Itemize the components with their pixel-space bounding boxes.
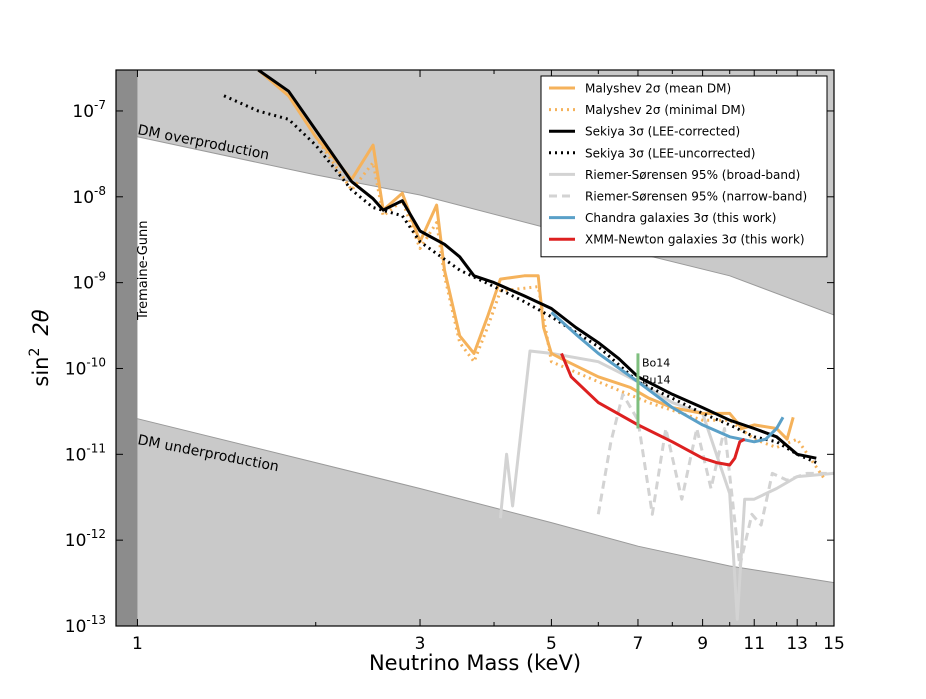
y-label-main: sin (29, 357, 53, 387)
tremaine-gunn-label: Tremaine-Gunn (136, 220, 151, 321)
vertical-marker-layer: Bo14 Bu14 (636, 353, 671, 429)
legend-box (540, 75, 828, 258)
x-tick-label-7: 15 (823, 634, 845, 654)
series-line-2 (257, 70, 817, 460)
y-tick-label-6: 10-7 (72, 98, 106, 122)
y-tick-mantissa: 10 (65, 617, 87, 637)
tremaine-gunn-region (116, 70, 138, 626)
marker-label-0: Bo14 (642, 356, 670, 369)
y-tick-label-2: 10-11 (65, 441, 106, 465)
y-tick-mantissa: 10 (65, 445, 87, 465)
legend: Malyshev 2σ (mean DM) Malyshev 2σ (minima… (540, 75, 828, 258)
y-tick-exponent: -9 (94, 270, 106, 284)
plot-frame (115, 69, 835, 627)
x-tick-label-3: 7 (633, 634, 644, 654)
y-tick-mantissa: 10 (72, 274, 94, 294)
series-line-4 (498, 349, 834, 621)
x-tick-label-6: 13 (786, 634, 808, 654)
y-tick-label-0: 10-13 (65, 613, 106, 637)
legend-label-7: XMM-Newton galaxies 3σ (this work) (585, 233, 805, 247)
y-tick-label-1: 10-12 (65, 527, 106, 551)
x-tick-label-5: 11 (743, 634, 765, 654)
y-tick-label-3: 10-10 (65, 355, 106, 379)
y-tick-exponent: -13 (86, 613, 106, 627)
y-tick-mantissa: 10 (72, 102, 94, 122)
series-layer (223, 70, 834, 621)
y-tick-label-5: 10-8 (72, 184, 106, 208)
y-tick-exponent: -11 (86, 441, 106, 455)
y-tick-exponent: -7 (94, 98, 106, 112)
series-line-6 (550, 311, 785, 444)
y-tick-exponent: -12 (86, 527, 106, 541)
series-line-0 (257, 70, 795, 441)
y-tick-mantissa: 10 (65, 359, 87, 379)
legend-label-6: Chandra galaxies 3σ (this work) (585, 211, 776, 225)
series-line-7 (560, 352, 746, 467)
legend-label-5: Riemer-Sørensen 95% (narrow-band) (585, 190, 807, 204)
y-label-sup: 2 (27, 348, 43, 357)
y-tick-mantissa: 10 (65, 531, 87, 551)
legend-label-2: Sekiya 3σ (LEE-corrected) (585, 125, 740, 139)
x-tick-label-4: 9 (697, 634, 708, 654)
y-tick-label-4: 10-9 (72, 270, 106, 294)
legend-label-0: Malyshev 2σ (mean DM) (585, 82, 731, 96)
legend-label-1: Malyshev 2σ (minimal DM) (585, 103, 745, 117)
y-axis-label: sin2 2θ (27, 309, 53, 386)
y-label-theta: 2θ (29, 309, 53, 335)
y-tick-exponent: -10 (86, 355, 106, 369)
legend-label-3: Sekiya 3σ (LEE-uncorrected) (585, 146, 755, 160)
x-tick-label-2: 5 (546, 634, 557, 654)
x-tick-label-1: 3 (415, 634, 426, 654)
y-tick-exponent: -8 (94, 184, 106, 198)
legend-label-4: Riemer-Sørensen 95% (broad-band) (585, 168, 800, 182)
x-tick-label-0: 1 (132, 634, 143, 654)
marker-label-1: Bu14 (642, 373, 671, 386)
x-axis-label: Neutrino Mass (keV) (369, 651, 581, 675)
axes-layer: 1 3 5 7 9 11 13 1510-1310-1210-1110-1010-910-81… (27, 69, 845, 675)
y-tick-mantissa: 10 (72, 188, 94, 208)
